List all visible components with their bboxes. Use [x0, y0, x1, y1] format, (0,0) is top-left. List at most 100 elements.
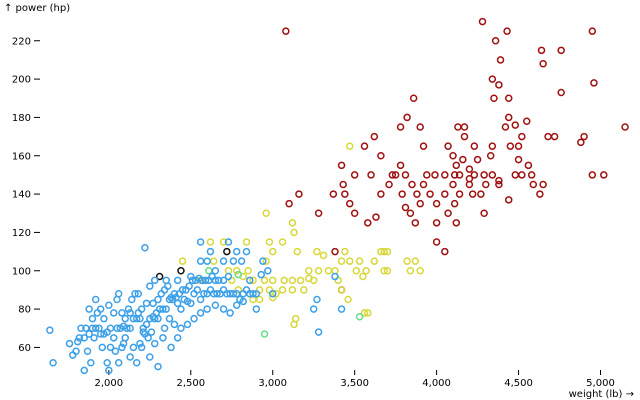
data-point	[178, 286, 187, 294]
data-point	[337, 161, 346, 170]
data-point	[268, 247, 277, 256]
data-point	[96, 330, 105, 338]
data-point	[242, 247, 251, 256]
data-point	[288, 276, 297, 285]
data-point	[290, 320, 298, 329]
data-point	[396, 161, 405, 170]
data-point	[537, 46, 546, 55]
data-point	[196, 295, 205, 304]
data-point	[111, 347, 120, 355]
x-axis: 2,000 2,500 3,000 3,500 4,000 4,500 5,000	[95, 370, 615, 389]
data-point	[362, 267, 370, 275]
data-point	[118, 343, 126, 352]
data-point	[504, 196, 513, 204]
data-point	[459, 155, 467, 164]
data-point	[488, 171, 497, 179]
data-point	[460, 132, 469, 141]
data-point	[346, 142, 354, 150]
y-tick-label: 100	[12, 266, 31, 277]
data-point	[341, 190, 349, 198]
data-point	[196, 238, 205, 246]
data-point	[490, 94, 498, 102]
data-point	[514, 155, 523, 164]
data-point	[621, 123, 629, 131]
data-point	[588, 27, 597, 35]
data-point	[523, 117, 531, 125]
data-point	[146, 353, 154, 361]
data-point	[496, 56, 505, 64]
data-point	[183, 320, 192, 329]
data-point	[482, 180, 490, 189]
data-point	[246, 276, 254, 285]
data-point	[488, 75, 497, 83]
data-point	[150, 314, 159, 323]
data-point	[105, 301, 113, 309]
data-point	[305, 267, 313, 275]
data-point	[167, 343, 175, 352]
data-point	[65, 339, 74, 348]
data-point	[411, 257, 420, 265]
data-point	[441, 171, 449, 179]
data-point	[324, 267, 333, 275]
data-point	[409, 94, 418, 102]
data-point	[165, 295, 174, 304]
x-axis-title: weight (lb) →	[569, 389, 634, 400]
data-point	[262, 209, 270, 217]
data-point	[124, 305, 133, 313]
data-point	[137, 343, 146, 352]
data-point	[331, 272, 339, 281]
data-point	[495, 81, 503, 89]
data-point	[260, 276, 269, 285]
data-point	[441, 190, 449, 198]
data-point	[360, 142, 369, 150]
data-point	[268, 276, 277, 285]
data-point	[211, 267, 220, 275]
data-point	[232, 301, 241, 309]
data-point	[383, 247, 392, 256]
data-point	[205, 267, 213, 275]
data-point	[252, 290, 261, 298]
data-point	[132, 359, 141, 367]
data-point	[219, 238, 228, 246]
data-point	[203, 305, 211, 313]
data-point	[329, 190, 338, 198]
data-point	[187, 299, 195, 308]
data-point	[72, 347, 80, 355]
data-point	[503, 27, 511, 35]
data-point	[380, 247, 388, 256]
data-point	[203, 257, 211, 265]
data-point	[331, 247, 339, 256]
data-point	[160, 324, 169, 332]
data-point	[106, 343, 115, 352]
data-point	[119, 339, 128, 348]
data-point	[211, 276, 220, 285]
data-point	[96, 305, 105, 313]
data-point	[355, 257, 364, 265]
data-point	[470, 171, 479, 179]
y-tick-label: 140	[12, 190, 31, 201]
data-point	[465, 180, 474, 189]
data-point	[352, 267, 361, 275]
data-point	[423, 171, 431, 179]
data-point	[416, 199, 424, 208]
data-point	[85, 330, 93, 338]
data-point	[536, 190, 544, 198]
data-point	[126, 324, 134, 332]
data-point	[150, 339, 159, 348]
data-point	[146, 282, 154, 290]
data-point	[416, 267, 424, 275]
data-point	[539, 180, 547, 189]
data-point	[260, 330, 269, 338]
y-tick-label: 60	[18, 343, 31, 354]
data-point	[473, 155, 482, 164]
data-point	[408, 180, 416, 189]
data-point	[252, 305, 261, 313]
data-point	[165, 314, 174, 323]
data-point	[557, 88, 565, 97]
data-point	[419, 142, 428, 150]
data-point	[110, 309, 118, 317]
data-point	[121, 314, 129, 323]
data-point	[296, 276, 305, 285]
data-point	[403, 113, 411, 122]
data-point	[85, 305, 93, 313]
